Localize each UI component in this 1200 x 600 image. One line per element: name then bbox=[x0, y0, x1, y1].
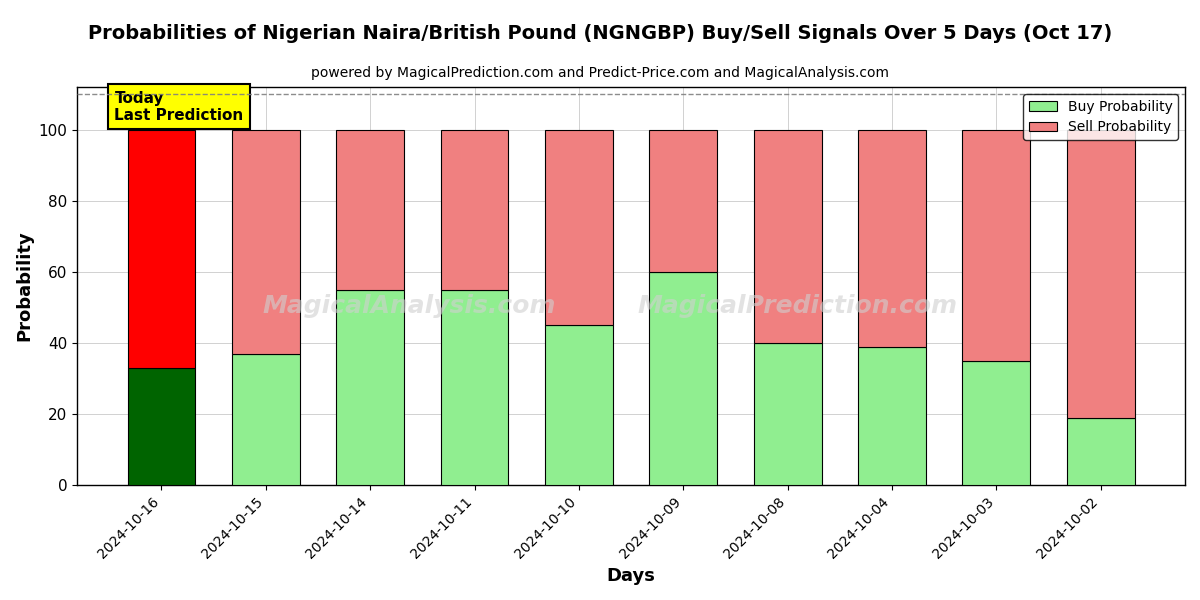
Bar bbox=[440, 290, 509, 485]
Legend: Buy Probability, Sell Probability: Buy Probability, Sell Probability bbox=[1024, 94, 1178, 140]
Bar bbox=[127, 368, 196, 485]
Text: powered by MagicalPrediction.com and Predict-Price.com and MagicalAnalysis.com: powered by MagicalPrediction.com and Pre… bbox=[311, 66, 889, 80]
Bar bbox=[545, 325, 613, 485]
Bar bbox=[858, 130, 926, 347]
Bar bbox=[127, 130, 196, 368]
Bar bbox=[1067, 418, 1135, 485]
Bar bbox=[545, 130, 613, 325]
Bar bbox=[858, 347, 926, 485]
X-axis label: Days: Days bbox=[607, 567, 655, 585]
Text: Today
Last Prediction: Today Last Prediction bbox=[114, 91, 244, 123]
Bar bbox=[1067, 130, 1135, 418]
Bar bbox=[649, 130, 718, 272]
Bar bbox=[336, 290, 404, 485]
Text: MagicalPrediction.com: MagicalPrediction.com bbox=[637, 294, 958, 318]
Text: Probabilities of Nigerian Naira/British Pound (NGNGBP) Buy/Sell Signals Over 5 D: Probabilities of Nigerian Naira/British … bbox=[88, 24, 1112, 43]
Bar bbox=[232, 353, 300, 485]
Bar bbox=[440, 130, 509, 290]
Bar bbox=[232, 130, 300, 353]
Bar bbox=[336, 130, 404, 290]
Bar bbox=[962, 361, 1031, 485]
Y-axis label: Probability: Probability bbox=[14, 231, 32, 341]
Bar bbox=[962, 130, 1031, 361]
Bar bbox=[754, 343, 822, 485]
Bar bbox=[649, 272, 718, 485]
Bar bbox=[754, 130, 822, 343]
Text: MagicalAnalysis.com: MagicalAnalysis.com bbox=[263, 294, 556, 318]
